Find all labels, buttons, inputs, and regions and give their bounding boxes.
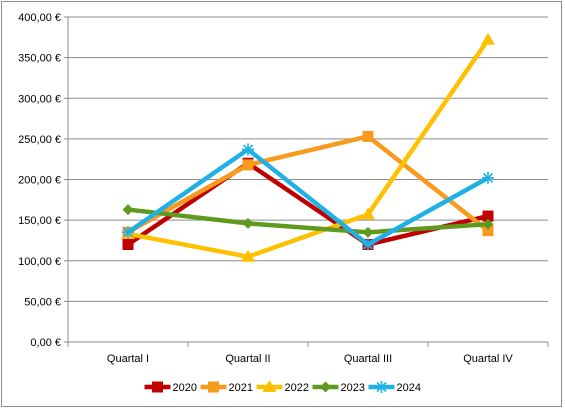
grid-lines (68, 16, 548, 343)
x-tick-label: Quartal IV (463, 353, 513, 365)
y-tick-label: 150,00 € (18, 215, 61, 227)
legend-marker (208, 381, 219, 393)
legend-item-2020: 2020 (144, 381, 197, 394)
data-point-2021 (242, 159, 254, 171)
x-tick-label: Quartal I (107, 353, 149, 365)
legend-label: 2024 (397, 382, 421, 394)
data-point-2020 (482, 210, 494, 222)
y-tick-label: 400,00 € (18, 12, 61, 24)
y-tick-label: 350,00 € (18, 53, 61, 65)
legend: 2020 2021 2022 2023 2024 (144, 380, 421, 394)
series-2021 (122, 130, 494, 238)
data-point-2022 (481, 32, 495, 45)
series-line-2023 (127, 207, 489, 235)
legend-label: 2021 (229, 382, 253, 394)
axes (64, 16, 549, 347)
legend-marker (152, 381, 163, 393)
data-point-2020 (122, 239, 134, 250)
data-point-2023 (482, 218, 494, 230)
data-point-2021 (362, 130, 374, 142)
legend-item-2022: 2022 (256, 380, 309, 394)
legend-label: 2022 (285, 382, 309, 394)
legend-item-2021: 2021 (200, 381, 253, 394)
data-point-2023 (122, 204, 134, 216)
series-lines (121, 32, 495, 262)
legend-item-2023: 2023 (312, 381, 365, 394)
y-tick-label: 0,00 € (30, 337, 61, 349)
legend-label: 2020 (173, 382, 197, 394)
series-line-2024 (126, 147, 490, 247)
data-point-2023 (242, 217, 254, 229)
series-line-2021 (126, 134, 490, 235)
y-tick-label: 100,00 € (18, 256, 61, 268)
legend-marker (375, 381, 388, 393)
data-point-2022 (361, 207, 375, 220)
data-point-2022 (241, 249, 255, 262)
series-2023 (122, 204, 494, 238)
legend-marker (320, 381, 331, 393)
y-tick-label: 50,00 € (24, 296, 61, 308)
y-tick-label: 200,00 € (18, 175, 61, 187)
x-tick-labels: Quartal I Quartal II Quartal III Quartal IV (107, 353, 514, 365)
series-line-2022 (127, 38, 490, 259)
series-2024 (122, 143, 494, 251)
legend-label: 2023 (341, 382, 365, 394)
legend-marker (262, 380, 277, 392)
data-point-2023 (362, 226, 374, 238)
x-tick-label: Quartal II (225, 353, 270, 365)
data-point-2021 (482, 225, 494, 237)
data-point-2024 (482, 171, 494, 184)
data-point-2024 (242, 143, 254, 156)
data-point-2024 (122, 226, 134, 239)
x-tick-label: Quartal III (344, 353, 392, 365)
y-tick-labels: 0,00 € 50,00 € 100,00 € 150,00 € 200,00 € 250… (18, 12, 61, 349)
y-tick-label: 300,00 € (18, 93, 61, 105)
legend-item-2024: 2024 (368, 381, 421, 394)
y-tick-label: 250,00 € (18, 134, 61, 146)
data-point-2024 (362, 238, 374, 251)
